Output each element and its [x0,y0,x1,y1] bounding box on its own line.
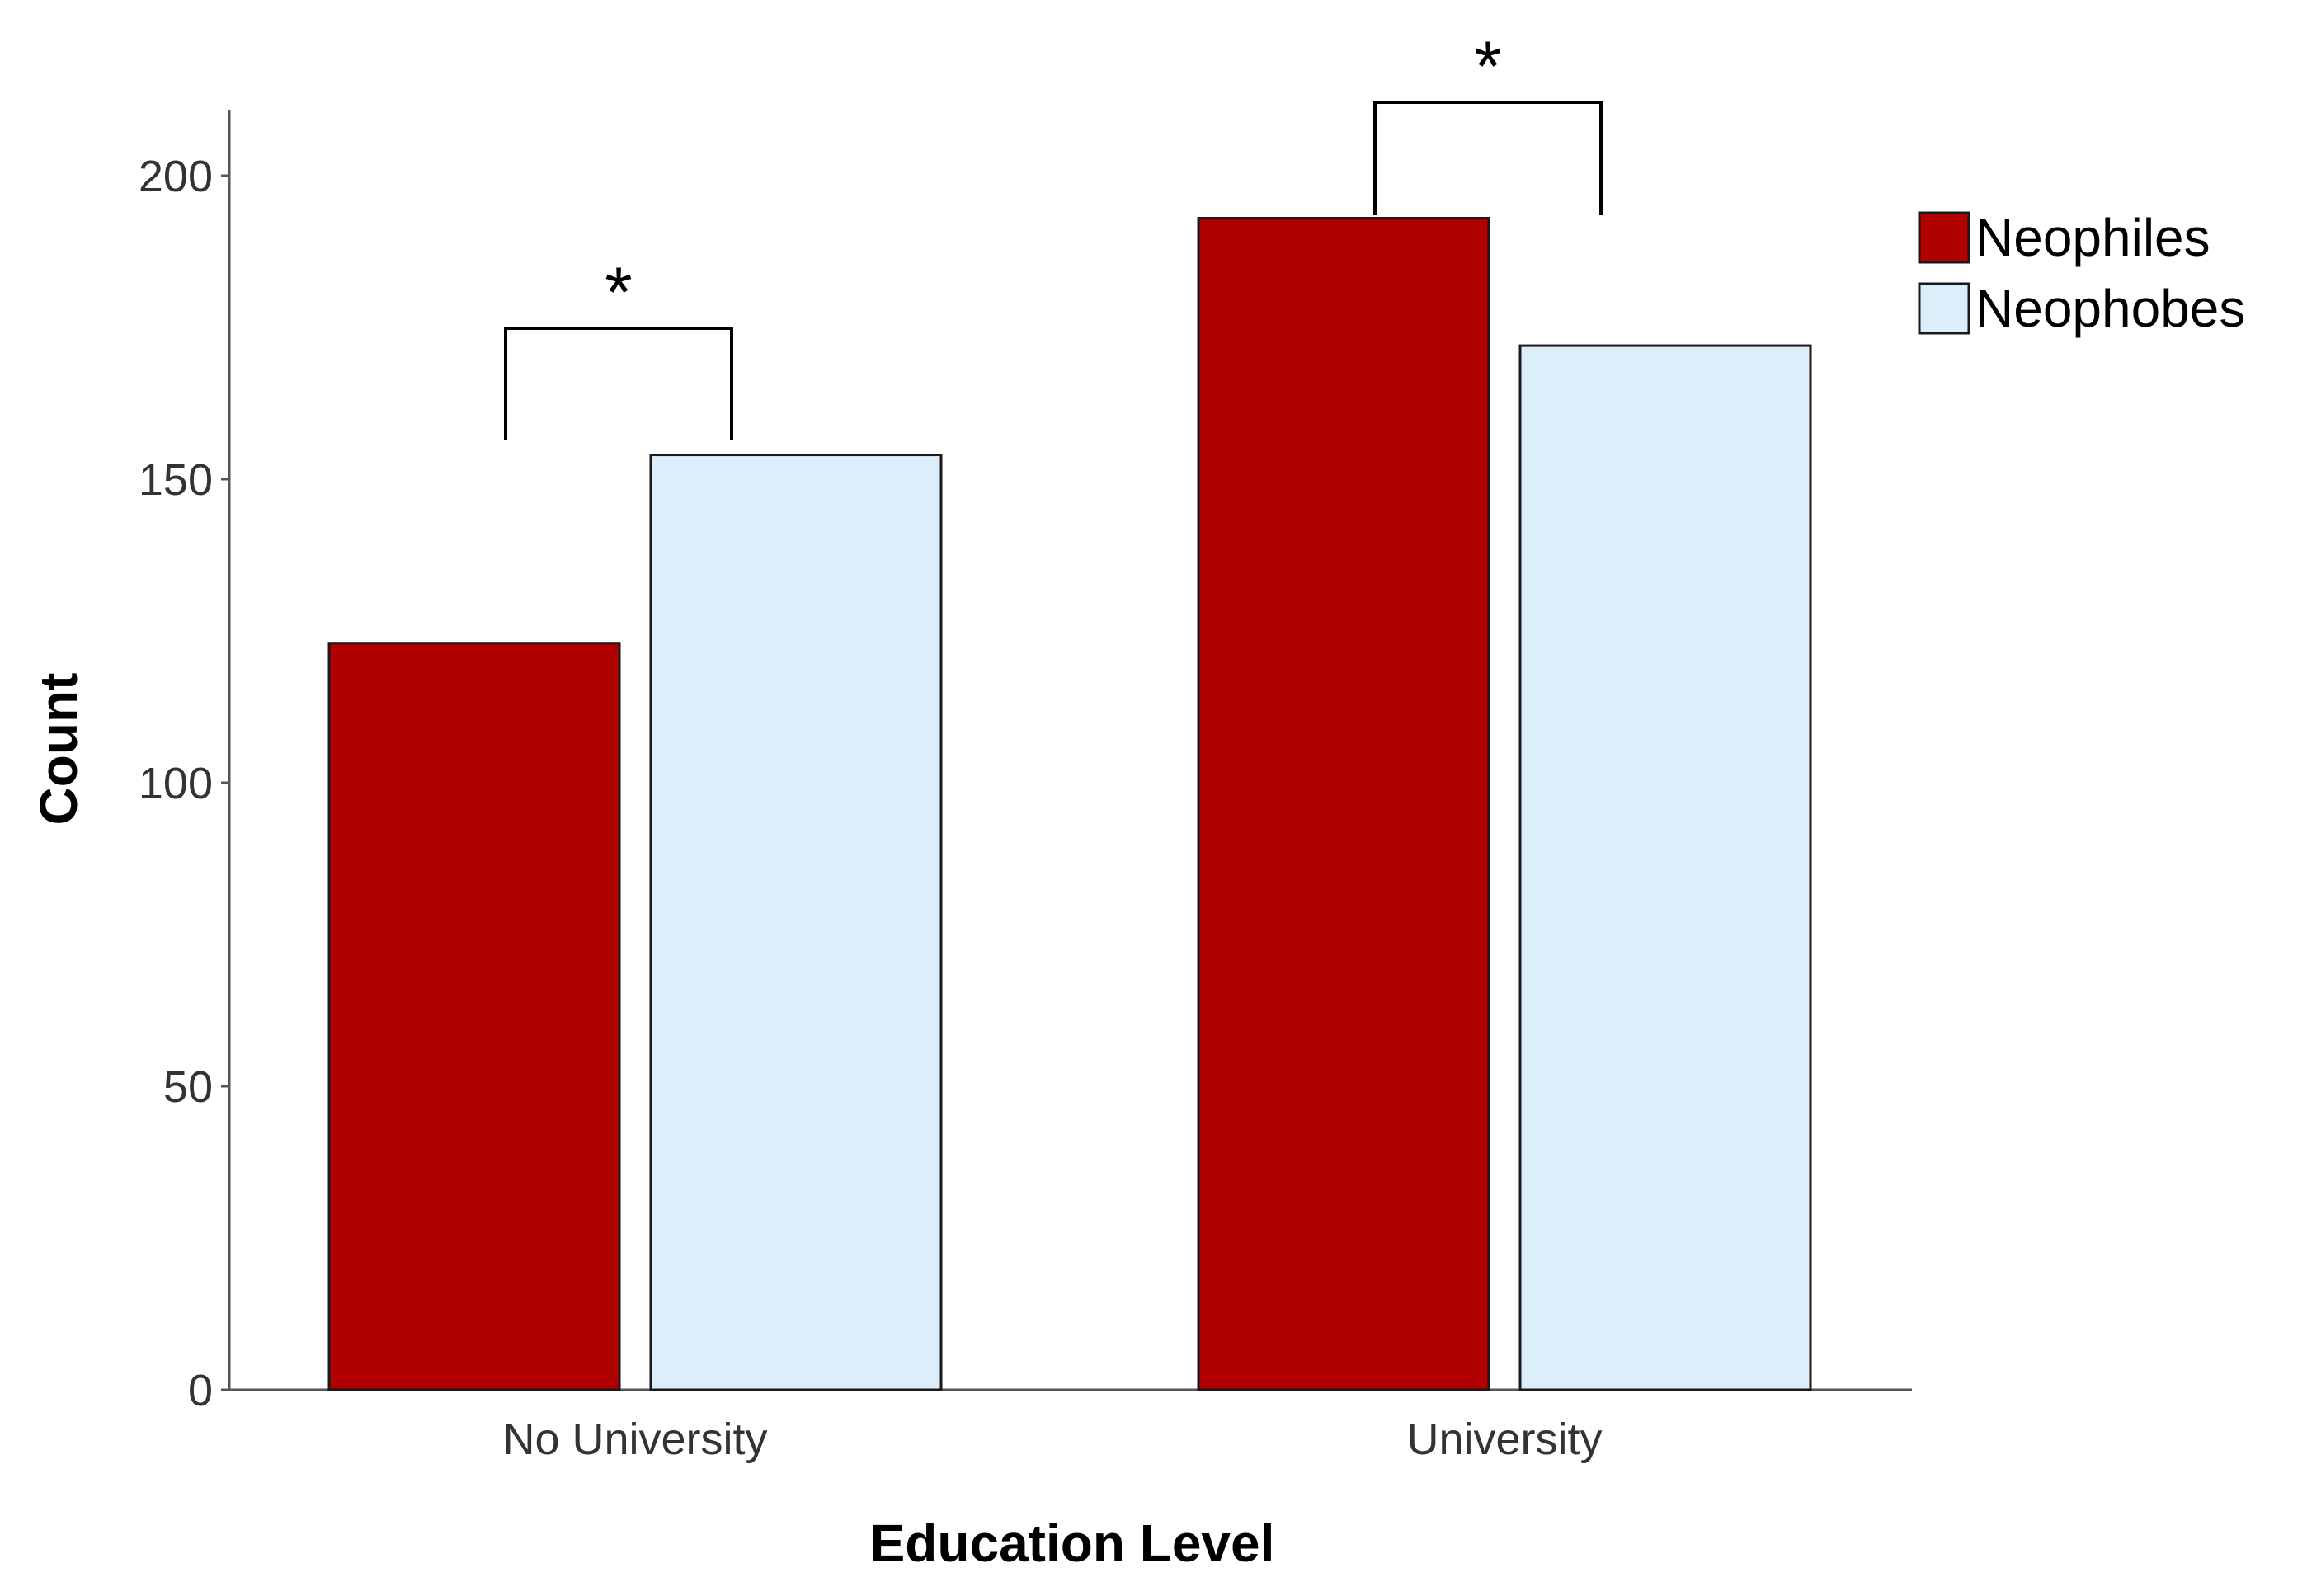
significance-markers: ** [504,27,1603,440]
significance-star: * [1474,27,1501,106]
x-axis-title: Education Level [870,1514,1275,1573]
x-category-label: No University [502,1415,767,1464]
bar-neophobes-no-university [649,454,943,1391]
legend-swatch-neophobes [1918,282,1970,335]
bars [327,217,1812,1391]
y-tick-label: 150 [139,455,213,505]
significance-star: * [605,253,632,332]
legend-label-neophobes: Neophobes [1975,279,2245,338]
bar-neophobes-university [1518,344,1812,1391]
y-tick-label: 0 [188,1366,213,1415]
y-tick-label: 200 [139,152,213,201]
legend-swatch-neophiles [1918,211,1970,264]
significance-bracket [1373,101,1603,215]
y-tick-label: 50 [163,1062,213,1112]
axes: 0 50 100 150 200 No University University [139,110,1912,1464]
significance-bracket [504,327,733,440]
bar-neophiles-no-university [327,642,621,1391]
legend: Neophiles Neophobes [1918,208,2245,338]
x-category-label: University [1406,1415,1602,1464]
bar-neophiles-university [1197,217,1490,1391]
y-axis-title: Count [29,673,88,826]
legend-label-neophiles: Neophiles [1975,208,2210,267]
y-tick-label: 100 [139,759,213,808]
